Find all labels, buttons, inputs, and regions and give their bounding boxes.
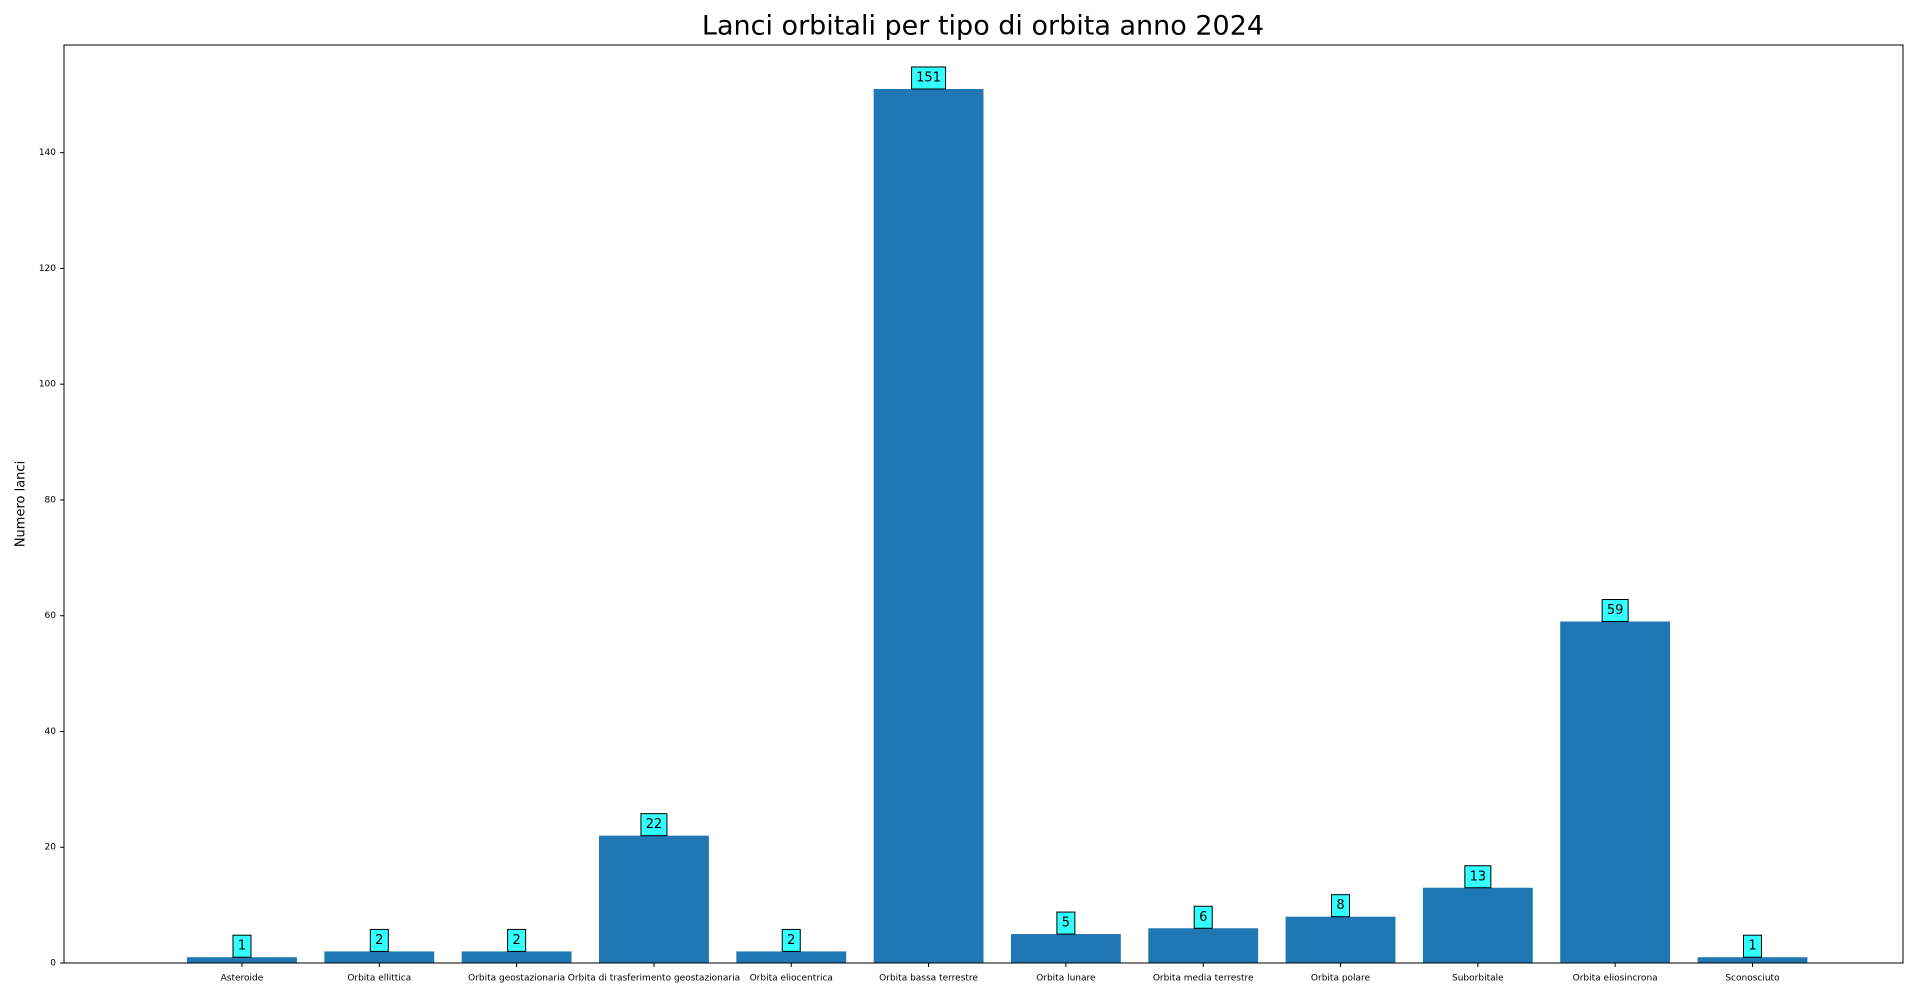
bar [1697,957,1808,963]
x-tick-label: Orbita polare [1311,974,1371,984]
value-label: 2 [375,933,383,948]
value-label: 22 [646,817,663,832]
value-label: 8 [1336,898,1344,913]
y-tick-label: 140 [39,148,56,158]
value-label: 6 [1199,910,1207,925]
value-label: 1 [238,939,246,954]
value-label-box [232,934,252,958]
y-tick-label: 80 [45,495,57,505]
value-label-box [1331,894,1351,918]
value-label-box [369,928,389,952]
value-label-box [911,66,947,90]
value-label-box [1742,934,1762,958]
y-tick-label: 0 [50,959,56,969]
value-label: 13 [1470,869,1487,884]
bar [1560,621,1671,963]
value-label-box [507,928,527,952]
x-tick-label: Orbita eliosincrona [1573,974,1658,984]
bar [1285,916,1396,963]
value-label: 59 [1607,603,1624,618]
value-label-box [1464,865,1492,889]
value-label-box [640,813,668,837]
value-label-box [1193,905,1213,929]
bar [461,951,572,963]
bar [1010,934,1121,963]
y-tick-label: 40 [45,727,57,737]
x-tick-label: Orbita ellittica [347,974,411,984]
chart-title: Lanci orbitali per tipo di orbita anno 2… [702,11,1264,42]
x-tick-label: Orbita eliocentrica [750,974,833,984]
bar [599,835,709,963]
y-tick-label: 120 [39,264,56,274]
x-tick-label: Asteroide [221,974,264,984]
bar [187,957,297,963]
plot-frame [63,44,1904,964]
x-tick-label: Orbita lunare [1036,974,1096,984]
y-tick-label: 60 [45,611,57,621]
bar [736,951,847,963]
value-label-box [1056,911,1076,935]
value-label: 151 [916,70,941,85]
y-tick-label: 100 [39,380,56,390]
value-label-box [1601,598,1629,622]
x-tick-label: Orbita geostazionaria [468,974,565,984]
bar [1148,928,1259,963]
y-axis-label: Numero lanci [14,461,29,547]
bar [1422,887,1533,963]
value-label-box [781,928,801,952]
y-tick-label: 20 [45,843,57,853]
value-label: 2 [787,933,795,948]
bar [324,951,435,963]
value-label: 5 [1062,916,1070,931]
x-tick-label: Suborbitale [1452,974,1504,984]
x-tick-label: Orbita di trasferimento geostazionaria [568,974,740,984]
value-label: 1 [1748,939,1756,954]
x-tick-label: Sconosciuto [1725,974,1780,984]
value-label: 2 [512,933,520,948]
x-tick-label: Orbita media terrestre [1153,974,1254,984]
x-tick-label: Orbita bassa terrestre [879,974,978,984]
bar [873,88,984,963]
